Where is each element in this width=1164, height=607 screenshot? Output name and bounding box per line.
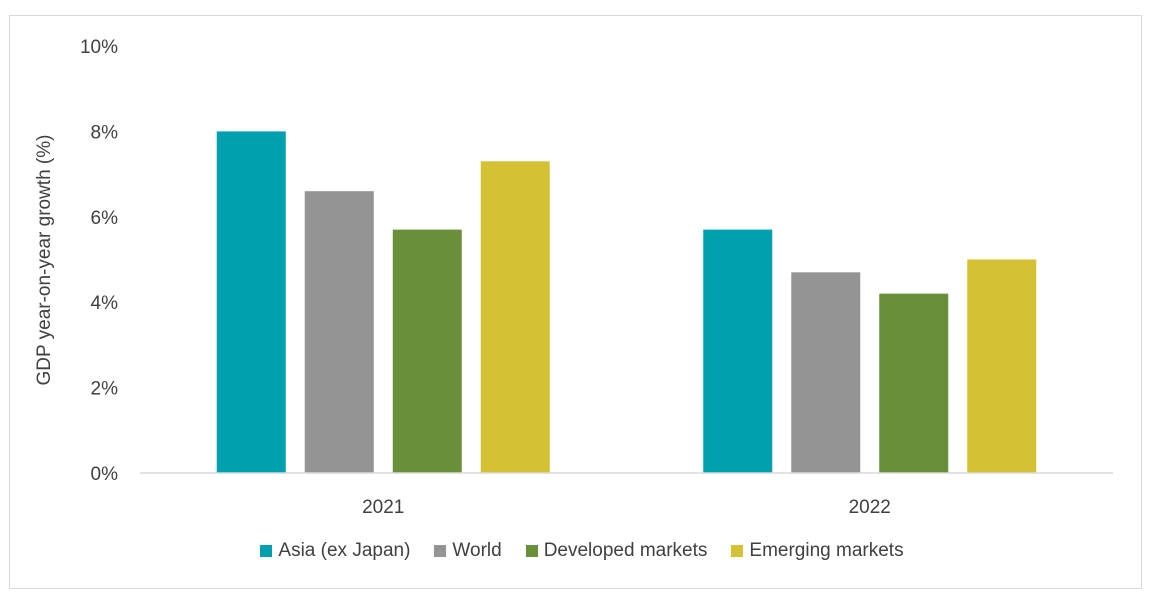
bar: [703, 229, 773, 473]
x-axis-categories: 2021 2022: [362, 497, 891, 518]
legend-item: World: [434, 540, 502, 562]
y-axis-label: GDP year-on-year growth (%): [34, 135, 55, 386]
legend-label: Emerging markets: [749, 540, 904, 561]
y-tick-label: 4%: [91, 293, 119, 314]
bar: [480, 161, 550, 474]
bars: [216, 131, 1037, 474]
bar: [791, 272, 861, 473]
y-tick-label: 10%: [80, 37, 118, 58]
legend-label: Asia (ex Japan): [278, 540, 411, 561]
y-tick-label: 8%: [91, 122, 119, 143]
legend-item: Asia (ex Japan): [260, 540, 410, 562]
legend-label: Developed markets: [543, 540, 708, 561]
x-tick-label: 2021: [362, 497, 404, 518]
y-tick-label: 2%: [91, 379, 119, 400]
bar: [216, 131, 286, 473]
legend-swatch: [434, 545, 447, 557]
bar: [392, 229, 462, 473]
bar: [967, 259, 1037, 473]
chart-frame: [9, 15, 1142, 589]
legend-swatch: [731, 545, 744, 557]
legend: Asia (ex Japan) World Developed markets Eme…: [0, 540, 1164, 562]
bar: [879, 293, 949, 473]
y-tick-label: 6%: [91, 208, 119, 229]
legend-item: Developed markets: [525, 540, 708, 562]
legend-item: Emerging markets: [731, 540, 904, 562]
y-axis-ticks: 0% 2% 4% 6% 8% 10%: [80, 37, 118, 485]
legend-swatch: [260, 545, 273, 557]
y-tick-label: 0%: [91, 464, 119, 485]
bar: [304, 191, 374, 473]
legend-swatch: [525, 545, 538, 557]
legend-label: World: [452, 540, 502, 561]
x-tick-label: 2022: [849, 497, 891, 518]
